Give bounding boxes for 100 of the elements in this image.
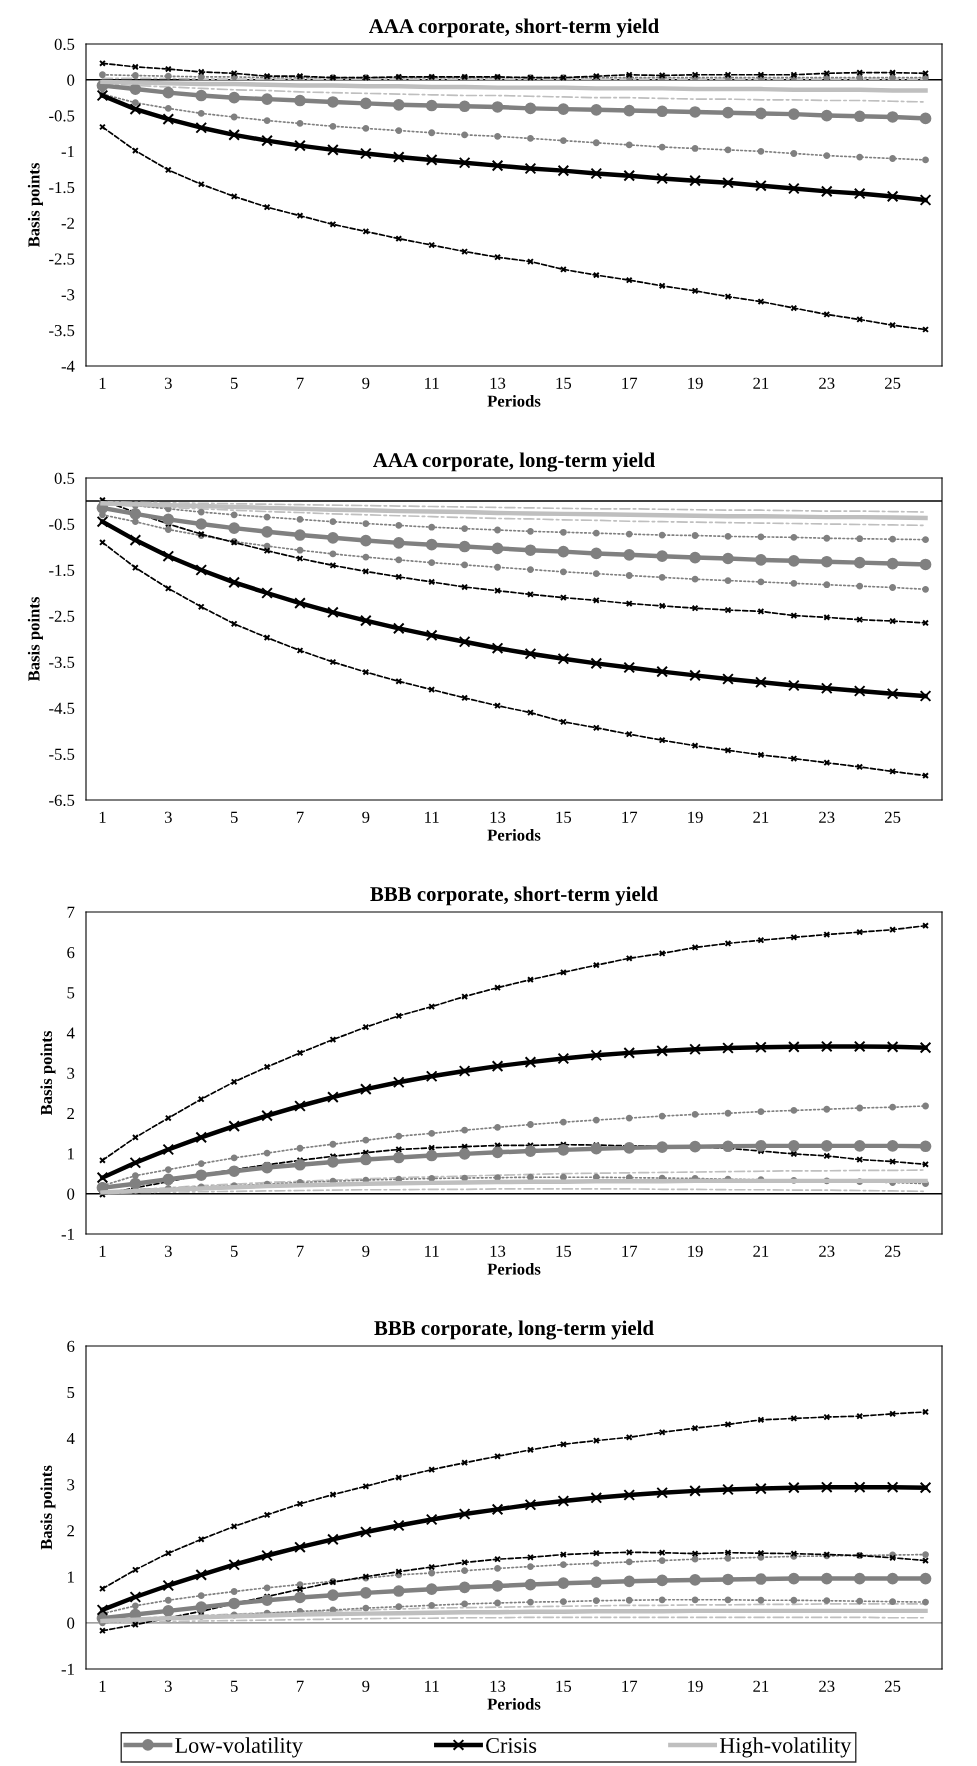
x-tick-label: 9 [362, 811, 370, 823]
x-tick-label: 21 [753, 1680, 769, 1692]
y-tick-label: -0.5 [49, 110, 75, 122]
y-tick-label: -5.5 [49, 748, 75, 761]
y-tick-label: 6 [67, 947, 75, 959]
legend-label: Low-volatility [175, 1737, 303, 1758]
x-tick-label: 19 [688, 811, 703, 823]
x-tick-label: 15 [556, 811, 572, 823]
y-tick-label: 3 [67, 1479, 75, 1491]
x-tick-label: 23 [819, 1245, 835, 1257]
x-tick-label: 5 [230, 1245, 238, 1257]
chart-title: BBB corporate, short-term yield [370, 886, 658, 906]
x-tick-label: 1 [99, 1245, 106, 1257]
y-tick-label: -2.5 [49, 610, 75, 623]
x-tick-label: 13 [490, 811, 506, 823]
y-tick-label: 2 [67, 1525, 74, 1537]
x-tick-label: 3 [164, 377, 172, 389]
x-axis-title: Periods [487, 1698, 541, 1710]
x-tick-label: 1 [99, 377, 106, 389]
x-tick-label: 17 [622, 811, 638, 823]
x-tick-label: 19 [688, 1245, 703, 1257]
y-tick-label: 0.5 [54, 38, 75, 51]
x-axis-title: Periods [487, 1263, 541, 1275]
x-tick-label: 1 [99, 1680, 106, 1692]
y-tick-label: -1 [61, 146, 74, 158]
chart-title: BBB corporate, long-term yield [374, 1320, 654, 1340]
legend-label: High-volatility [719, 1737, 852, 1758]
y-tick-label: 1 [68, 1571, 74, 1583]
y-tick-label: 4 [66, 1027, 75, 1039]
x-tick-label: 25 [885, 1680, 901, 1692]
x-tick-label: 17 [622, 1245, 638, 1257]
y-tick-label: 3 [67, 1067, 75, 1079]
y-tick-label: -3 [61, 289, 75, 301]
x-tick-label: 11 [425, 1245, 439, 1257]
x-tick-label: 7 [296, 1680, 304, 1692]
y-tick-label: -3.5 [49, 324, 75, 337]
x-tick-label: 25 [885, 811, 901, 823]
y-tick-label: -4 [61, 360, 75, 372]
x-tick-label: 5 [230, 1680, 238, 1692]
y-axis-title: Basis points [27, 597, 43, 682]
y-tick-label: 4 [66, 1433, 75, 1445]
x-tick-label: 13 [490, 377, 506, 389]
y-tick-label: 0 [67, 74, 75, 86]
y-tick-label: 7 [67, 906, 75, 918]
x-tick-label: 7 [296, 811, 304, 823]
x-tick-label: 7 [296, 377, 304, 389]
x-tick-label: 15 [556, 377, 572, 389]
y-axis-title: Basis points [40, 1465, 56, 1550]
y-tick-label: 0 [67, 1617, 75, 1629]
x-tick-label: 23 [819, 1680, 835, 1692]
x-tick-label: 9 [362, 377, 370, 389]
x-tick-label: 11 [425, 1680, 439, 1692]
y-tick-label: 5 [67, 1387, 75, 1399]
y-tick-label: -1.5 [49, 181, 75, 194]
y-tick-label: 0 [67, 1188, 75, 1200]
y-tick-label: -1 [61, 1663, 74, 1675]
x-tick-label: 13 [490, 1680, 506, 1692]
y-tick-label: 5 [67, 987, 75, 999]
x-tick-label: 15 [556, 1680, 572, 1692]
legend-label: Crisis [486, 1738, 537, 1753]
x-tick-label: 17 [622, 377, 638, 389]
x-tick-label: 13 [490, 1245, 506, 1257]
x-tick-label: 3 [164, 1245, 172, 1257]
y-tick-label: -4.5 [49, 702, 75, 715]
y-tick-label: 6 [67, 1340, 75, 1352]
y-tick-label: -2 [61, 217, 74, 229]
x-tick-label: 1 [99, 811, 106, 823]
y-tick-label: -3.5 [49, 656, 75, 669]
x-tick-label: 11 [425, 811, 439, 823]
x-tick-label: 11 [425, 377, 439, 389]
x-tick-label: 9 [362, 1680, 370, 1692]
x-tick-label: 21 [753, 377, 769, 389]
x-tick-label: 7 [296, 1245, 304, 1257]
chart-title: AAA corporate, short-term yield [368, 18, 659, 38]
x-tick-label: 17 [622, 1680, 638, 1692]
x-axis-title: Periods [487, 829, 541, 841]
x-tick-label: 15 [556, 1245, 572, 1257]
x-tick-label: 21 [753, 811, 769, 823]
x-tick-label: 5 [230, 377, 238, 389]
y-tick-label: -1 [61, 1228, 74, 1240]
x-axis-title: Periods [487, 395, 541, 407]
x-tick-label: 19 [688, 1680, 703, 1692]
y-tick-label: -6.5 [49, 794, 75, 807]
x-tick-label: 19 [688, 377, 703, 389]
y-tick-label: -2.5 [49, 253, 75, 265]
x-tick-label: 3 [164, 811, 172, 823]
x-tick-label: 3 [164, 1680, 172, 1692]
x-tick-label: 5 [230, 811, 238, 823]
chart-title: AAA corporate, long-term yield [373, 452, 655, 472]
x-tick-label: 23 [819, 377, 835, 389]
x-tick-label: 25 [885, 1245, 901, 1257]
x-tick-label: 21 [753, 1245, 769, 1257]
y-axis-title: Basis points [40, 1031, 56, 1116]
y-tick-label: -1.5 [49, 564, 75, 577]
x-tick-label: 9 [362, 1245, 370, 1257]
y-tick-label: -0.5 [49, 518, 75, 531]
x-tick-label: 23 [819, 811, 835, 823]
x-tick-label: 25 [885, 377, 901, 389]
y-tick-label: 2 [67, 1108, 74, 1120]
y-tick-label: 0.5 [54, 472, 75, 485]
